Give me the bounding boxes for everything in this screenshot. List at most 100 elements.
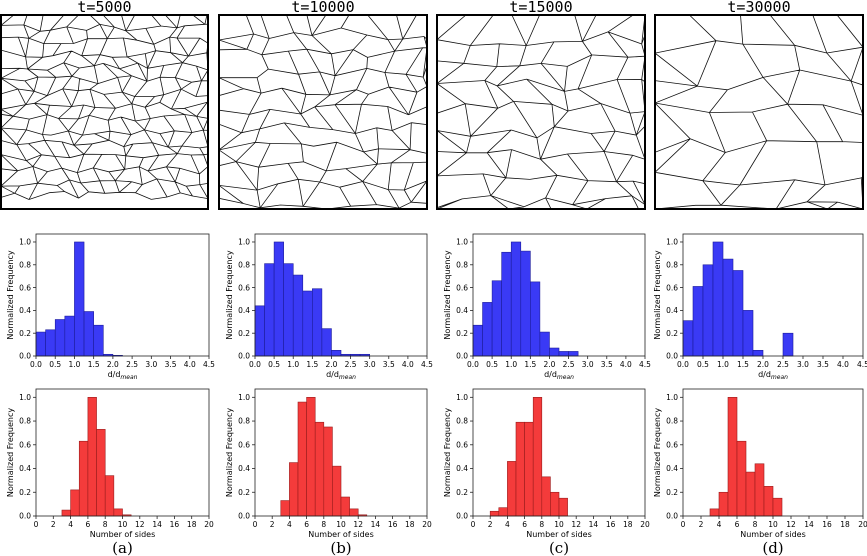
sides-bar-3: [727, 397, 738, 517]
size-bar-1: [254, 305, 265, 357]
x-tick-label: 16: [388, 520, 398, 529]
size-bar-7: [312, 288, 323, 357]
sides-bar-8: [772, 497, 783, 517]
microstructure-panel-1: [0, 14, 209, 210]
y-tick-label: 0.0: [238, 352, 250, 361]
y-tick-label: 1.0: [456, 238, 468, 247]
size-histogram-1: 0.0 0.5 1.0 1.5 2.0 2.5 3.0 3.5 4.0 4.5 0.0 0.2 0.4 0…: [6, 233, 215, 381]
y-tick-label: 1.0: [666, 393, 678, 402]
x-tick-label: 2: [488, 520, 493, 529]
panel-label: (d): [762, 539, 783, 556]
axes-frame: [254, 233, 428, 357]
sides-bar-2: [718, 491, 729, 517]
x-axis-label-subscript: mean: [120, 374, 137, 381]
x-axis-label-main: d/d: [758, 370, 771, 379]
x-tick-label: 2.0: [543, 360, 555, 369]
x-tick-label: 14: [589, 520, 599, 529]
x-tick-label: 4: [717, 520, 722, 529]
x-tick-label: 0.0: [249, 360, 261, 369]
y-axis-label: Normalized Frequency: [443, 250, 452, 340]
y-axis-label: Normalized Frequency: [6, 250, 15, 340]
y-tick-label: 0.6: [666, 440, 678, 449]
x-tick-label: 0: [681, 520, 686, 529]
y-tick-label: 0.2: [238, 329, 250, 338]
x-tick-label: 4.0: [620, 360, 632, 369]
x-tick-label: 3.0: [797, 360, 809, 369]
size-bar-1: [472, 324, 483, 357]
y-axis-label: Normalized Frequency: [653, 408, 662, 498]
axes-frame: [682, 233, 864, 357]
x-tick-label: 4.0: [837, 360, 849, 369]
y-tick-label: 0.2: [19, 488, 31, 497]
y-tick-label: 1.0: [456, 393, 468, 402]
y-tick-label: 1.0: [19, 393, 31, 402]
x-tick-label: 14: [371, 520, 381, 529]
size-histogram-4: 0.0 0.5 1.0 1.5 2.0 2.5 3.0 3.5 4.0 4.5 0.0 0.2 0.4 0…: [653, 233, 867, 381]
sides-histogram-2: 0 2 4 6 8 10 12 14 16 18 20 0.0 0.2 0.4 0.6 0.8 1.0 Norma…: [225, 388, 432, 539]
y-axis-label: Normalized Frequency: [225, 408, 234, 498]
x-axis-label: d/dmean: [326, 370, 356, 381]
x-tick-label: 2.5: [126, 360, 138, 369]
y-tick-label: 0.2: [666, 488, 678, 497]
sides-bar-5: [314, 421, 325, 517]
size-bar-11: [568, 351, 579, 357]
y-tick-label: 0.8: [666, 260, 678, 269]
x-tick-label: 1.5: [737, 360, 749, 369]
x-tick-label: 0: [253, 520, 258, 529]
y-tick-label: 0.4: [456, 464, 468, 473]
sides-bar-4: [515, 421, 525, 517]
x-tick-label: 20: [422, 520, 432, 529]
size-bar-2: [692, 286, 704, 357]
y-tick-label: 0.6: [19, 283, 31, 292]
sides-bar-7: [763, 486, 774, 517]
x-tick-label: 18: [187, 520, 197, 529]
x-tick-label: 3.5: [817, 360, 829, 369]
y-axis-label: Normalized Frequency: [443, 408, 452, 498]
microstructure-border: [218, 14, 428, 210]
sides-bar-3: [507, 461, 517, 517]
x-tick-label: 10: [118, 520, 128, 529]
size-bar-4: [712, 241, 724, 357]
x-tick-label: 3.5: [601, 360, 613, 369]
sides-bar-7: [541, 476, 551, 517]
x-tick-label: 3.0: [582, 360, 594, 369]
x-tick-label: 1.0: [68, 360, 80, 369]
sides-histogram-4: 0 2 4 6 8 10 12 14 16 18 20 0.0 0.2 0.4 0.6 0.8 1.0 Norma…: [653, 388, 867, 539]
x-tick-label: 2: [270, 520, 275, 529]
y-tick-label: 0.0: [456, 512, 468, 521]
x-tick-label: 3.0: [364, 360, 376, 369]
y-axis-label: Normalized Frequency: [6, 408, 15, 498]
microstructure-panel-2: [218, 14, 428, 210]
sides-histogram-3: 0 2 4 6 8 10 12 14 16 18 20 0.0 0.2 0.4 0.6 0.8 1.0 Norma…: [443, 388, 650, 539]
x-tick-label: 0.0: [30, 360, 42, 369]
size-bar-5: [74, 241, 85, 357]
x-tick-label: 4.5: [421, 360, 433, 369]
x-tick-label: 20: [858, 520, 867, 529]
size-bar-6: [732, 270, 744, 357]
x-tick-label: 4: [505, 520, 510, 529]
size-bar-6: [83, 311, 94, 357]
x-tick-label: 0: [471, 520, 476, 529]
size-bar-2: [264, 263, 275, 357]
x-axis-label: d/dmean: [758, 370, 788, 381]
x-tick-label: 2.5: [345, 360, 357, 369]
size-bar-9: [782, 332, 794, 357]
x-tick-label: 4: [287, 520, 292, 529]
sides-bar-1: [280, 500, 290, 517]
x-tick-label: 0.0: [677, 360, 689, 369]
x-axis-label-subscript: mean: [339, 374, 356, 381]
size-bar-3: [54, 319, 66, 357]
microstructure-background: [655, 15, 863, 209]
microstructure-background: [437, 15, 645, 209]
x-tick-label: 0.5: [697, 360, 709, 369]
size-bar-2: [482, 302, 493, 357]
y-tick-label: 0.0: [19, 352, 31, 361]
sides-bar-4: [306, 397, 316, 517]
sides-bar-6: [323, 426, 333, 517]
x-tick-label: 1.0: [287, 360, 299, 369]
x-tick-label: 18: [840, 520, 850, 529]
sides-bar-1: [61, 509, 71, 517]
size-bar-7: [93, 324, 104, 357]
y-tick-label: 0.8: [456, 417, 468, 426]
